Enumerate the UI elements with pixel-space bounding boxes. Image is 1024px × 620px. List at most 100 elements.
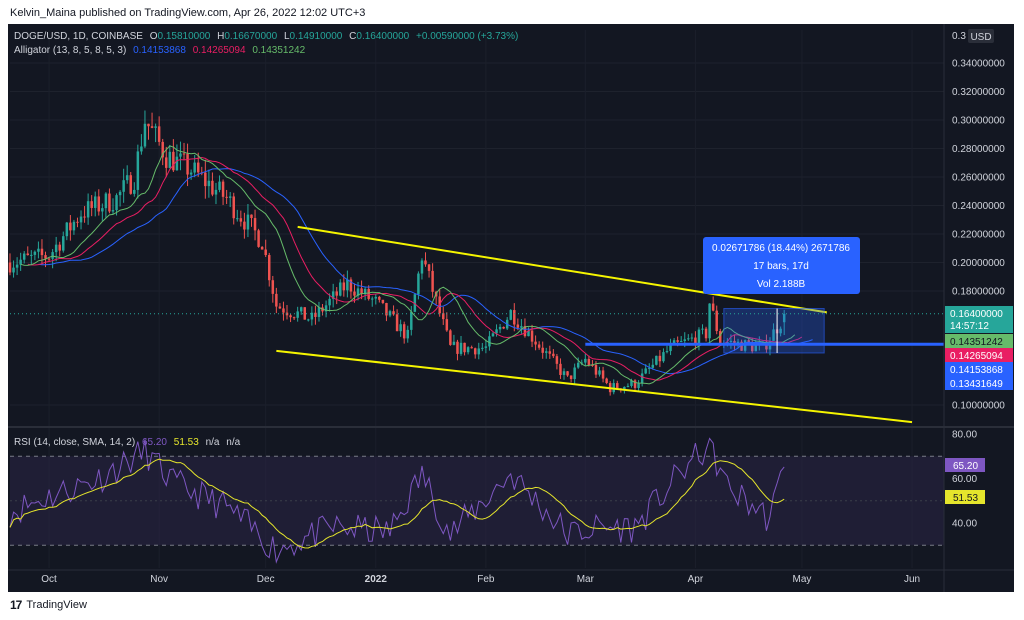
trendline-upper	[297, 225, 827, 314]
candle-body	[488, 336, 491, 347]
candle-body	[353, 291, 356, 296]
candle-body	[392, 311, 395, 315]
alligator-label: Alligator (13, 8, 5, 8, 5, 3)	[14, 45, 126, 56]
candle-body	[125, 175, 129, 181]
candle-body	[427, 264, 431, 271]
candle-body	[161, 141, 164, 158]
candle-body	[239, 218, 243, 222]
candle-body	[214, 189, 218, 195]
candle-body	[335, 291, 338, 296]
candle-body	[83, 216, 86, 218]
candle-body	[513, 310, 516, 325]
candle-body	[750, 343, 754, 352]
candle-body	[147, 123, 150, 127]
candle-body	[662, 352, 665, 362]
legend-alligator[interactable]: Alligator (13, 8, 5, 8, 5, 3) 0.14153868…	[14, 45, 306, 56]
time-label: 2022	[365, 574, 388, 585]
candle-body	[424, 260, 427, 265]
rsi-lines	[9, 437, 785, 564]
rsi-tick-labels: 80.00 60.00 40.00	[952, 430, 977, 530]
measure-box	[723, 308, 825, 354]
measure-line2: 17 bars, 17d	[753, 261, 809, 272]
candle-body	[97, 196, 101, 212]
candle-body	[498, 326, 502, 330]
candle-body	[655, 355, 658, 365]
candle-body	[22, 253, 26, 260]
time-label: Nov	[150, 574, 168, 585]
trendline-lower	[276, 349, 913, 424]
currency-label[interactable]: USD	[970, 32, 991, 43]
candle-body	[111, 210, 115, 212]
legend-o-value: 0.15810000	[157, 31, 210, 42]
time-label: Mar	[577, 574, 595, 585]
price-scale-top: 0.3	[952, 31, 966, 42]
candle-body	[651, 364, 655, 368]
candle-body	[331, 291, 335, 299]
candle-body	[708, 303, 711, 339]
candle-body	[402, 324, 406, 339]
alligator-lines	[20, 145, 813, 385]
candle-body	[669, 343, 672, 352]
price-tick-labels: 0.34000000 0.32000000 0.30000000 0.28000000…	[952, 59, 1005, 412]
candle-body	[108, 193, 111, 212]
candle-body	[555, 356, 559, 364]
candle-body	[413, 294, 417, 312]
candle-body	[445, 319, 449, 331]
measure-label[interactable]: 0.02671786 (18.44%) 2671786 17 bars, 17d…	[703, 237, 860, 294]
candle-body	[395, 314, 399, 332]
candle-body	[637, 383, 640, 388]
lips-badge	[945, 334, 1013, 348]
candle-body	[584, 358, 587, 363]
bar-countdown: 14:57:12	[950, 321, 989, 332]
last-price-badge	[945, 306, 1013, 333]
legend-l-label: L	[284, 31, 290, 42]
candle-body	[630, 380, 633, 386]
time-label: Dec	[257, 574, 275, 585]
candle-body	[399, 324, 402, 332]
candle-body	[186, 153, 189, 175]
candle-body	[566, 371, 569, 376]
candle-body	[473, 348, 477, 355]
candle-body	[388, 311, 392, 316]
candle-body	[196, 162, 200, 173]
candle-body	[282, 308, 285, 313]
candle-body	[54, 244, 58, 253]
candle-body	[601, 370, 605, 379]
candle-body	[644, 368, 647, 374]
candle-body	[559, 363, 562, 375]
candle-body	[101, 208, 104, 212]
candle-body	[729, 340, 733, 343]
candle-body	[257, 230, 260, 247]
trend-drawings[interactable]	[10, 225, 944, 424]
alligator-teeth-value: 0.14265094	[193, 45, 246, 56]
candle-body	[211, 180, 214, 195]
candle-body	[491, 333, 495, 337]
candle-body	[711, 303, 715, 311]
candle-body	[275, 293, 278, 307]
candle-body	[30, 254, 33, 256]
currency-badge-bg[interactable]	[968, 29, 994, 43]
candle-body	[136, 151, 140, 190]
candle-body	[569, 375, 573, 380]
time-label: Oct	[41, 574, 57, 585]
candle-body	[683, 339, 686, 341]
candle-body	[19, 259, 22, 265]
legend-rsi[interactable]: RSI (14, close, SMA, 14, 2) 65.20 51.53 …	[14, 437, 241, 448]
candle-body	[406, 329, 409, 339]
candle-body	[530, 330, 534, 342]
candle-body	[58, 244, 61, 251]
candle-body	[175, 156, 179, 171]
candle-body	[697, 329, 701, 346]
candle-body	[44, 255, 47, 259]
candle-body	[253, 218, 257, 231]
alligator-lips-value: 0.14351242	[252, 45, 305, 56]
candle-body	[172, 151, 175, 171]
rsi-sma-line	[9, 458, 785, 549]
candle-body	[221, 181, 225, 197]
candle-body	[292, 317, 296, 319]
candle-body	[296, 311, 299, 318]
candle-body	[367, 288, 370, 299]
candle-body	[385, 303, 388, 316]
candle-body	[93, 196, 97, 208]
